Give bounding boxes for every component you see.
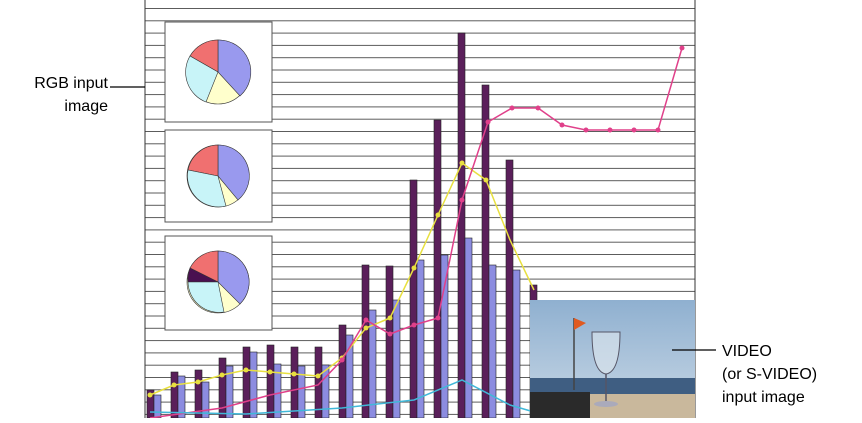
- yellow-points: [147, 160, 489, 398]
- rgb-image: [144, 0, 696, 419]
- video-label: input image: [722, 389, 805, 406]
- cyan-line: [149, 379, 535, 415]
- pink-points: [339, 45, 685, 363]
- video-label: (or S-VIDEO): [722, 366, 817, 383]
- pie-panel: [164, 235, 273, 331]
- video-image: [530, 300, 695, 418]
- rgb-label: image: [64, 98, 108, 115]
- pie-panel: [164, 129, 273, 223]
- pie-panel: [164, 21, 273, 123]
- video-label: VIDEO: [722, 343, 772, 360]
- rgb-label: RGB input: [34, 75, 108, 92]
